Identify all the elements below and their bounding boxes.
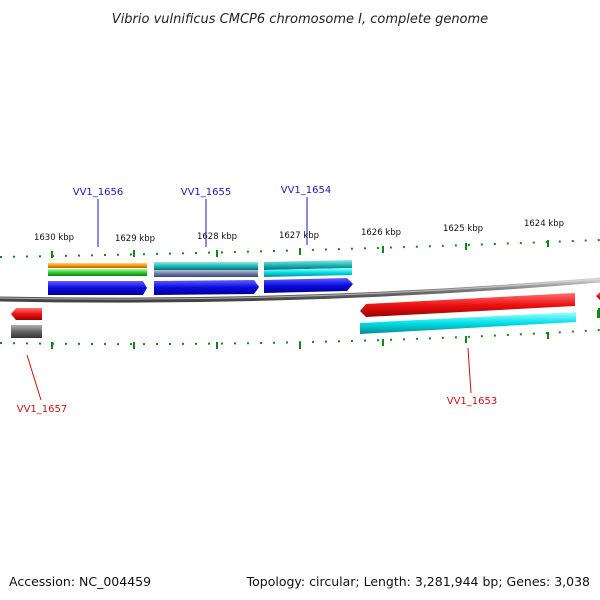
gene-vv1-1655-features[interactable] — [154, 262, 259, 295]
map-title: Vibrio vulnificus CMCP6 chromosome I, co… — [112, 12, 488, 27]
major-ticks-top — [51, 240, 549, 258]
scale-label: 1628 kbp — [197, 232, 237, 242]
scale-label: 1625 kbp — [443, 224, 483, 234]
gene-label-vv1-1654[interactable]: VV1_1654 — [281, 185, 332, 196]
gene-label-vv1-1655[interactable]: VV1_1655 — [181, 187, 232, 198]
scale-label: 1629 kbp — [115, 234, 155, 244]
scale-labels: 1630 kbp 1629 kbp 1628 kbp 1627 kbp 1626… — [34, 219, 564, 244]
inner-tick-track — [0, 329, 600, 346]
gene-label-vv1-1656[interactable]: VV1_1656 — [73, 187, 124, 198]
chromosome-backbone — [0, 277, 600, 303]
gene-label-vv1-1657[interactable]: VV1_1657 — [17, 404, 68, 415]
scale-label: 1627 kbp — [279, 231, 319, 241]
accession-text: Accession: NC_004459 — [9, 574, 151, 589]
scale-label: 1624 kbp — [524, 219, 564, 229]
topology-text: Topology: circular; Length: 3,281,944 bp… — [246, 574, 590, 589]
gene-vv1-1654-features[interactable] — [264, 260, 353, 293]
edge-features-right — [596, 292, 600, 318]
gene-vv1-1656-features[interactable] — [48, 263, 147, 295]
scale-label: 1630 kbp — [34, 233, 74, 243]
scale-label: 1626 kbp — [361, 228, 401, 238]
leader-line — [26, 354, 42, 401]
gene-label-vv1-1653[interactable]: VV1_1653 — [447, 396, 498, 407]
gene-vv1-1653-features[interactable] — [360, 293, 576, 334]
gene-vv1-1657-features[interactable] — [11, 308, 42, 338]
leader-line — [467, 347, 472, 394]
